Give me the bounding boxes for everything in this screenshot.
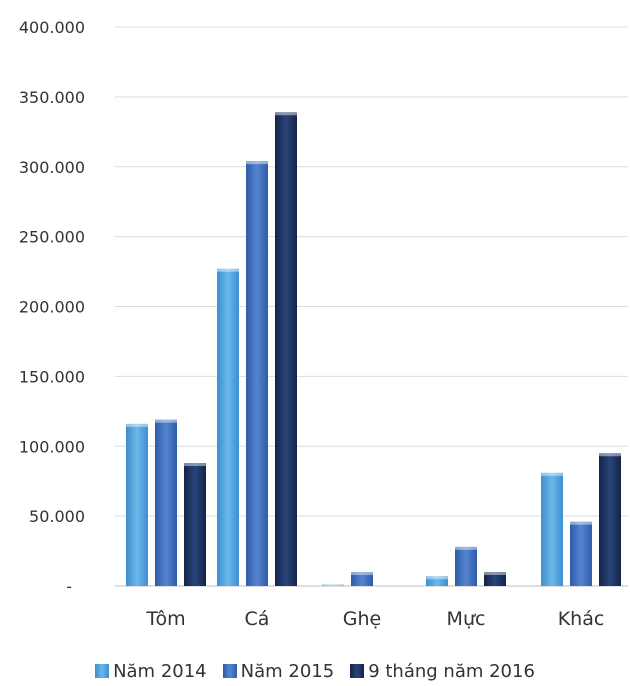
x-category-label: Cá <box>245 608 270 630</box>
bar-chart: - 50.000 100.000 150.000 200.000 250.000 300.0… <box>19 18 628 630</box>
legend-item-series-2: Năm 2015 <box>222 660 335 682</box>
bar-3-1 <box>184 463 206 586</box>
legend-label-series-1: Năm 2014 <box>113 660 207 682</box>
bar-cap <box>322 584 344 586</box>
bar-cap <box>426 576 448 580</box>
y-tick-label: 50.000 <box>29 507 85 526</box>
bar-cap <box>246 161 268 165</box>
legend-label-series-3: 9 tháng năm 2016 <box>368 660 535 682</box>
bar <box>246 161 268 586</box>
legend-label-series-2: Năm 2015 <box>240 660 335 682</box>
bars <box>126 112 621 586</box>
legend-item-series-1: Năm 2014 <box>95 661 207 682</box>
bar-cap <box>541 472 563 476</box>
y-tick-label: 400.000 <box>19 18 85 37</box>
y-tick-label: 150.000 <box>19 367 85 386</box>
bar-cap <box>484 572 506 576</box>
bar <box>217 268 239 586</box>
bar-1-2 <box>217 268 239 586</box>
bar <box>126 423 148 586</box>
bar-3-4 <box>484 572 506 586</box>
bar-3-2 <box>275 112 297 586</box>
bar-cap <box>275 112 297 116</box>
legend-swatch-series-2 <box>222 664 237 678</box>
legend: Năm 2014 Năm 2015 9 tháng năm 2016 <box>0 658 630 684</box>
y-axis-tick-labels: - 50.000 100.000 150.000 200.000 250.000 300.0… <box>19 18 85 596</box>
bar-cap <box>570 521 592 525</box>
bar-cap <box>184 463 206 467</box>
bar-cap <box>599 453 621 457</box>
bar <box>275 112 297 586</box>
bar-2-5 <box>570 521 592 586</box>
bar <box>570 521 592 586</box>
bar-2-4 <box>455 546 477 586</box>
bar <box>599 453 621 586</box>
bar-1-4 <box>426 576 448 586</box>
x-category-label: Khác <box>558 608 605 630</box>
bar-2-3 <box>351 572 373 586</box>
x-category-label: Tôm <box>145 608 185 630</box>
bar <box>541 472 563 586</box>
y-tick-label: 100.000 <box>19 437 85 456</box>
bar <box>426 576 448 586</box>
bar-3-5 <box>599 453 621 586</box>
legend-item-series-3: 9 tháng năm 2016 <box>350 661 535 682</box>
bar <box>155 419 177 586</box>
bar-1-3 <box>322 584 344 586</box>
bar-2-1 <box>155 419 177 586</box>
bar-cap <box>351 572 373 576</box>
bar-cap <box>155 419 177 423</box>
x-category-label: Mực <box>447 608 486 630</box>
bar-cap <box>126 423 148 427</box>
y-tick-label: 250.000 <box>19 228 85 247</box>
bar-cap <box>217 268 239 272</box>
legend-swatch-series-1 <box>95 664 110 678</box>
y-tick-label: 300.000 <box>19 158 85 177</box>
x-axis-category-labels: Tôm Cá Ghẹ Mực Khác <box>145 608 604 630</box>
bar-1-1 <box>126 423 148 586</box>
y-tick-label: 200.000 <box>19 298 85 317</box>
bar <box>322 584 344 586</box>
bar <box>351 572 373 586</box>
bar-2-2 <box>246 161 268 586</box>
bar <box>455 546 477 586</box>
y-tick-label: - <box>66 577 72 596</box>
bar <box>484 572 506 586</box>
y-tick-label: 350.000 <box>19 88 85 107</box>
x-category-label: Ghẹ <box>343 608 381 630</box>
bar-1-5 <box>541 472 563 586</box>
legend-swatch-series-3 <box>350 664 365 678</box>
bar-cap <box>455 546 477 550</box>
bar <box>184 463 206 586</box>
